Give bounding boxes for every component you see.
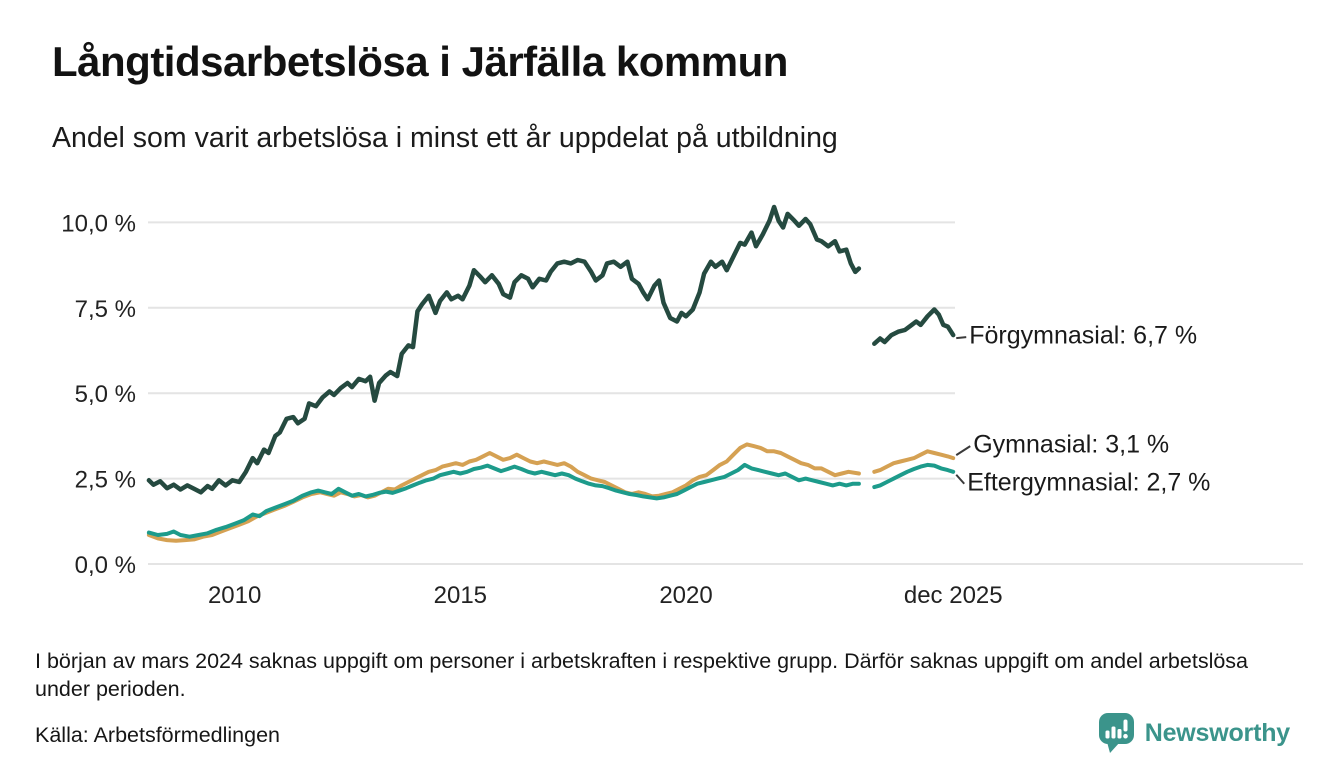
series-line-forgymnasial (872, 307, 956, 346)
series-line-forgymnasial (146, 204, 862, 495)
page-subtitle: Andel som varit arbetslösa i minst ett å… (52, 122, 838, 154)
newsworthy-logo: Newsworthy (1098, 712, 1290, 754)
source-label: Källa: Arbetsförmedlingen (35, 723, 281, 747)
y-tick-label: 10,0 % (61, 210, 136, 237)
series-line-eftergymnasial (872, 462, 956, 490)
series-line-eftergymnasial (146, 462, 861, 539)
annotation-note: I början av mars 2024 saknas uppgift om … (35, 649, 1249, 701)
y-tick-label: 5,0 % (75, 381, 136, 408)
x-tick-label: 2010 (208, 582, 261, 609)
series-end-label-forgymnasial: Förgymnasial: 6,7 % (969, 322, 1197, 350)
series-end-label-gymnasial: Gymnasial: 3,1 % (973, 431, 1169, 459)
newsworthy-wordmark: Newsworthy (1144, 718, 1290, 747)
series-line-gymnasial (872, 449, 956, 474)
x-tick-label: 2020 (659, 582, 712, 609)
end-label-connector (955, 474, 965, 485)
newsworthy-bubble-chart-icon (1098, 713, 1134, 753)
page-title: Långtidsarbetslösa i Järfälla kommun (52, 38, 788, 85)
series-end-label-eftergymnasial: Eftergymnasial: 2,7 % (967, 468, 1210, 496)
y-tick-label: 7,5 % (75, 296, 136, 323)
end-label-connector (955, 445, 971, 456)
x-tick-label: 2015 (434, 582, 487, 609)
y-tick-label: 2,5 % (75, 467, 136, 494)
x-tick-label: dec 2025 (904, 582, 1003, 609)
y-tick-label: 0,0 % (75, 552, 136, 579)
end-label-connector (956, 336, 967, 340)
